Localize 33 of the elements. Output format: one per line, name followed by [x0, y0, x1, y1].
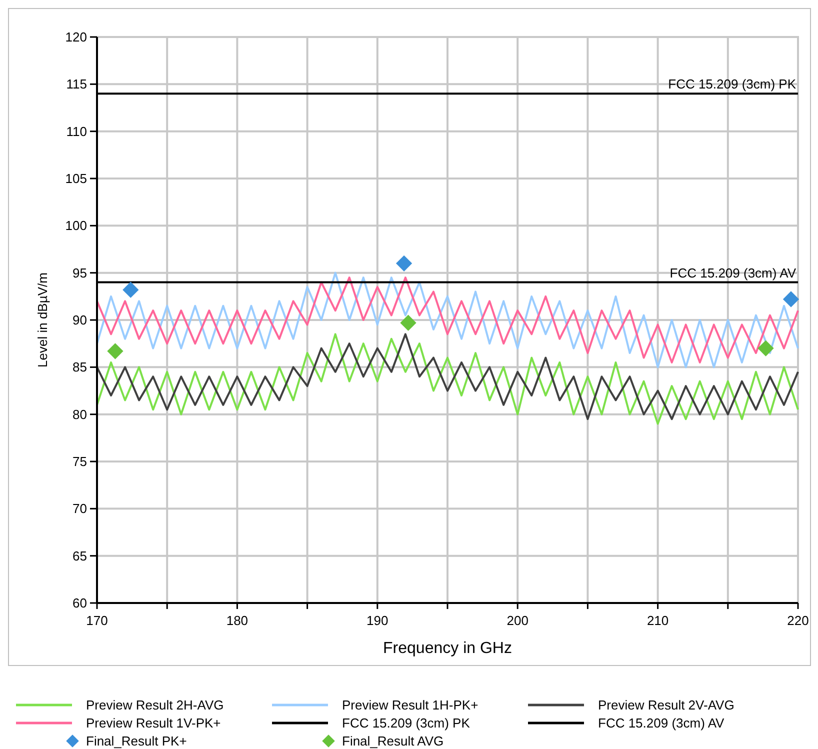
y-tick-label: 65	[72, 548, 87, 564]
x-tick-label: 220	[787, 613, 809, 628]
x-tick-label: 210	[646, 613, 669, 628]
legend-label: FCC 15.209 (3cm) PK	[342, 716, 470, 731]
y-tick-label: 80	[72, 406, 87, 422]
y-tick-label: 105	[65, 171, 87, 186]
y-tick-label: 70	[72, 501, 87, 516]
point	[758, 340, 774, 356]
y-tick-label: 95	[72, 265, 87, 280]
annotation: FCC 15.209 (3cm) PK	[668, 76, 796, 92]
annotation: FCC 15.209 (3cm) AV	[670, 265, 796, 280]
y-tick-label: 60	[72, 596, 87, 611]
y-axis-title: Level in dBµV/m	[35, 272, 50, 368]
x-tick-label: 180	[226, 613, 248, 628]
legend-label: Preview Result 2V-AVG	[598, 698, 734, 713]
legend-label: Preview Result 1V-PK+	[86, 716, 221, 731]
y-tick-label: 90	[72, 312, 87, 328]
x-axis-title: Frequency in GHz	[383, 640, 512, 657]
legend-label: FCC 15.209 (3cm) AV	[598, 716, 725, 731]
legend-label: Final_Result PK+	[86, 734, 187, 749]
y-tick-label: 120	[65, 30, 87, 45]
y-tick-label: 75	[72, 454, 87, 470]
y-tick-label: 110	[66, 124, 87, 139]
legend-label: Preview Result 1H-PK+	[342, 698, 478, 713]
y-tick-label: 85	[72, 360, 87, 375]
point	[782, 291, 800, 308]
legend-label: Preview Result 2H-AVG	[86, 698, 224, 713]
legend-label: Final_Result AVG	[342, 734, 444, 749]
y-tick-label: 115	[66, 76, 87, 92]
x-tick-label: 190	[366, 613, 388, 628]
y-tick-label: 100	[65, 218, 87, 234]
x-tick-label: 170	[86, 613, 108, 628]
x-tick-label: 200	[506, 613, 528, 628]
